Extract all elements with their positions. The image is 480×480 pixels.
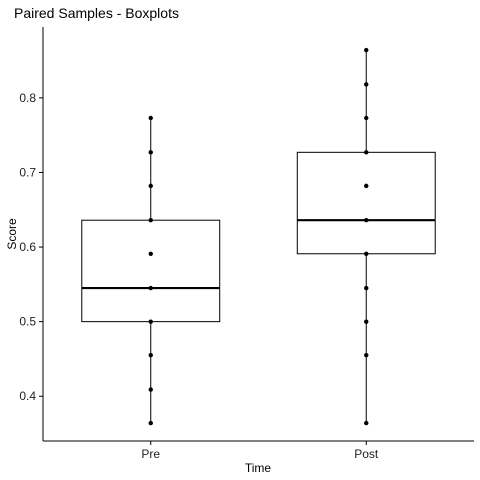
box-iqr xyxy=(81,219,221,323)
box-iqr xyxy=(296,151,436,255)
x-axis-label: Time xyxy=(245,461,272,475)
data-point xyxy=(364,218,369,223)
y-tick-label: 0.6 xyxy=(19,240,36,254)
y-tick-label: 0.8 xyxy=(19,91,36,105)
plot-area xyxy=(81,47,436,426)
data-point xyxy=(364,285,369,291)
data-point xyxy=(364,251,369,256)
y-tick-label: 0.5 xyxy=(19,315,36,329)
x-axis-ticks: Pre Post xyxy=(141,441,379,461)
data-point xyxy=(364,319,369,324)
box-group-post xyxy=(296,47,436,426)
y-tick-label: 0.4 xyxy=(19,389,36,403)
x-tick-label-post: Post xyxy=(354,447,379,461)
data-point xyxy=(148,218,153,223)
data-point xyxy=(148,420,153,426)
y-tick-label: 0.7 xyxy=(19,165,36,179)
data-point xyxy=(148,319,153,324)
data-point xyxy=(364,82,369,87)
data-point xyxy=(364,183,369,189)
data-point xyxy=(364,47,369,53)
data-point xyxy=(148,150,153,155)
data-point xyxy=(148,387,153,392)
data-point xyxy=(364,353,369,358)
data-point xyxy=(148,183,153,189)
data-point xyxy=(148,115,153,121)
chart-title: Paired Samples - Boxplots xyxy=(14,5,179,21)
data-point xyxy=(364,150,369,155)
data-point xyxy=(148,353,153,358)
data-point xyxy=(364,420,369,426)
data-point xyxy=(148,285,153,291)
y-axis-ticks: 0.4 0.5 0.6 0.7 0.8 xyxy=(19,91,43,403)
y-axis-label: Score xyxy=(5,218,19,250)
data-point xyxy=(148,251,153,256)
x-tick-label-pre: Pre xyxy=(141,447,160,461)
data-point xyxy=(364,115,369,121)
box-group-pre xyxy=(81,115,221,426)
